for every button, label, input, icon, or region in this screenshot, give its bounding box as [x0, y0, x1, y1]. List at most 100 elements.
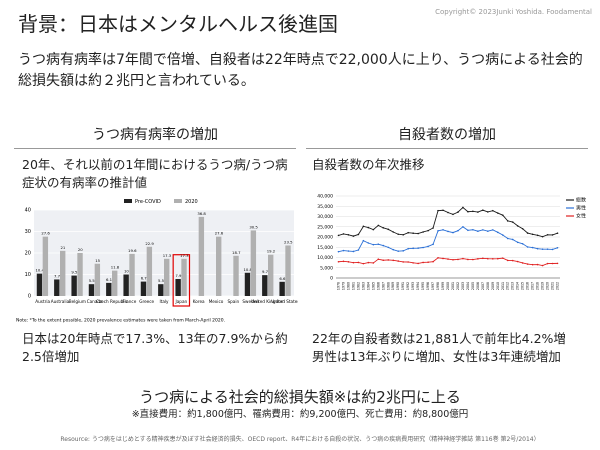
- x-tick-label: 1983: [361, 282, 365, 290]
- point: [472, 210, 474, 213]
- point: [447, 211, 449, 214]
- section-text: 20年、それ以前の1年間におけるうつ病/うつ病症状の有病率の推計値: [22, 157, 288, 190]
- x-tick-label: 1981: [351, 282, 355, 290]
- x-tick-label: United States: [271, 299, 298, 304]
- x-tick-label: 2018: [536, 282, 540, 290]
- point: [422, 261, 424, 264]
- point: [521, 262, 524, 264]
- x-tick-label: 2013: [511, 282, 515, 290]
- x-tick-label: 2011: [501, 282, 505, 290]
- point: [472, 228, 474, 231]
- point: [551, 248, 554, 251]
- x-tick-label: Canada: [87, 299, 103, 304]
- point: [362, 239, 365, 242]
- point: [417, 262, 419, 265]
- x-tick-label: Sweden: [242, 299, 259, 304]
- value-label: 7.7: [54, 273, 61, 278]
- point: [541, 235, 544, 238]
- x-tick-label: 2020: [546, 282, 550, 290]
- point: [352, 250, 355, 253]
- point: [531, 246, 534, 249]
- x-tick-label: 1984: [366, 282, 370, 290]
- x-tick-label: 2007: [481, 282, 485, 290]
- point: [462, 257, 464, 260]
- value-label: 18.7: [232, 250, 241, 255]
- bar: [140, 281, 147, 296]
- point: [437, 257, 439, 259]
- x-tick-label: 2009: [491, 282, 495, 290]
- point: [457, 229, 459, 232]
- legend-label: 女性: [576, 213, 586, 220]
- point: [536, 263, 539, 266]
- bar-chart: 0 10 20 30 40 Pre-COVID 2020 Austria 10.4 27.6 Aus…: [16, 199, 298, 324]
- highlight-box: [172, 254, 191, 307]
- point: [556, 232, 559, 234]
- x-tick-label: 1989: [391, 282, 395, 290]
- point: [427, 245, 429, 248]
- section-heading: うつ病有病率の増加: [14, 124, 296, 149]
- x-tick-label: 2008: [486, 282, 490, 290]
- x-tick-label: Belgium: [69, 299, 86, 304]
- point: [452, 258, 454, 261]
- x-tick-label: Australia: [51, 299, 70, 304]
- point: [392, 259, 395, 262]
- point: [496, 231, 499, 234]
- value-label: 6.1: [106, 277, 113, 282]
- point: [427, 261, 429, 263]
- bar: [36, 273, 43, 296]
- bar: [164, 258, 170, 296]
- value-label: 9.5: [71, 270, 78, 275]
- bar: [129, 253, 135, 296]
- point: [362, 262, 365, 265]
- point: [482, 229, 484, 231]
- x-tick-label: Mexico: [209, 299, 224, 304]
- point: [521, 243, 524, 245]
- point: [506, 237, 509, 240]
- point: [452, 213, 454, 216]
- point: [467, 229, 469, 232]
- point: [407, 261, 409, 263]
- point: [506, 259, 509, 262]
- x-tick-label: 2012: [506, 282, 510, 290]
- value-label: 15: [95, 258, 100, 263]
- point: [397, 260, 400, 262]
- point: [372, 243, 375, 246]
- point: [467, 258, 469, 261]
- x-tick-label: 1993: [411, 282, 415, 290]
- point: [462, 226, 464, 228]
- point: [442, 229, 444, 231]
- point: [536, 234, 539, 237]
- value-label: 19.2: [267, 249, 276, 254]
- value-label: 36.8: [197, 211, 206, 216]
- point: [432, 243, 434, 246]
- point: [546, 248, 549, 250]
- point: [546, 233, 549, 236]
- point: [546, 262, 549, 265]
- point: [347, 234, 350, 236]
- x-tick-label: 1995: [421, 282, 425, 290]
- point: [511, 238, 514, 241]
- bar: [77, 253, 83, 296]
- point: [402, 250, 404, 252]
- x-tick-label: 1979: [341, 282, 345, 290]
- bar: [216, 236, 222, 296]
- x-tick-label: 2021: [551, 282, 555, 290]
- point: [422, 246, 424, 249]
- point: [342, 233, 345, 235]
- bar: [106, 282, 112, 296]
- value-label: 30.5: [249, 224, 258, 229]
- point: [531, 263, 534, 266]
- y-tick-label: 15,000: [317, 245, 333, 251]
- value-label: 5.5: [158, 278, 165, 283]
- point: [352, 261, 355, 264]
- bar: [233, 255, 239, 296]
- point: [427, 229, 429, 232]
- bar: [112, 270, 118, 296]
- point: [492, 257, 494, 260]
- point: [387, 259, 390, 261]
- legend-swatch: [124, 199, 132, 203]
- point: [422, 231, 424, 233]
- value-label: 27.6: [215, 231, 224, 236]
- x-tick-label: 1978: [336, 282, 340, 290]
- chart-note: Note: *To the extent possible, 2020 prev…: [16, 318, 225, 324]
